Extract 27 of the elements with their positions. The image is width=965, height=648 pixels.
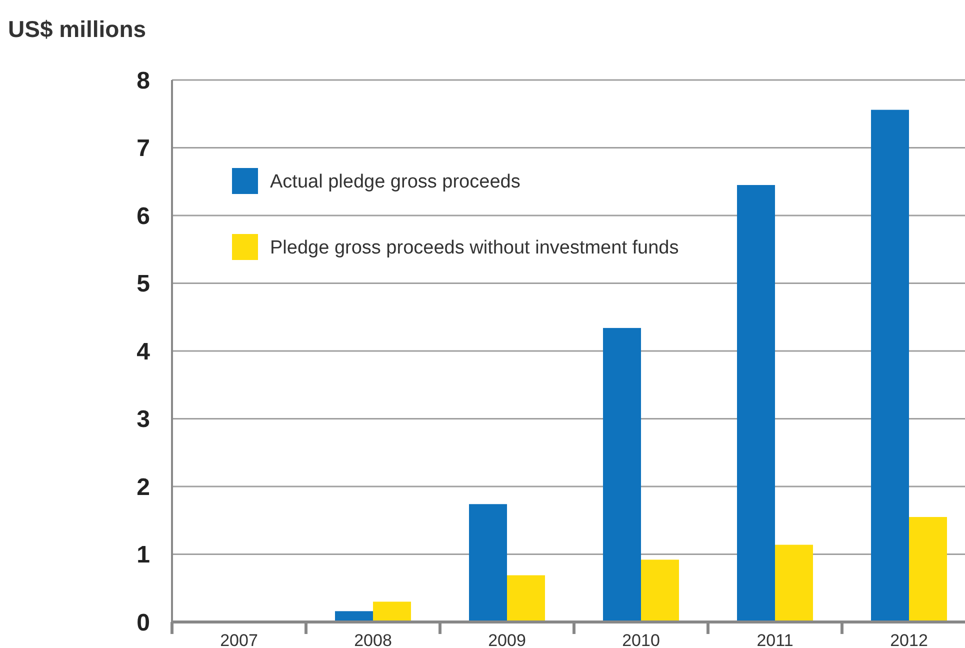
y-tick-label: 3	[136, 406, 150, 434]
bar	[507, 575, 545, 622]
y-tick-label: 0	[136, 609, 150, 636]
y-tick-label: 6	[136, 202, 150, 230]
bar	[775, 544, 813, 622]
y-tick-label: 8	[136, 67, 150, 94]
bar	[909, 516, 947, 622]
bar	[469, 504, 507, 622]
x-tick-label: 2012	[890, 631, 928, 648]
bar	[603, 328, 641, 622]
y-tick-label: 2	[136, 474, 150, 501]
bar	[641, 560, 679, 622]
x-tick-label: 2007	[220, 631, 258, 648]
legend-label: Actual pledge gross proceeds	[270, 172, 520, 193]
x-tick-label: 2009	[488, 631, 526, 648]
y-tick-label: 5	[136, 270, 150, 298]
legend-label: Pledge gross proceeds without investment funds	[270, 238, 679, 259]
x-tick-label: 2010	[622, 631, 660, 648]
y-tick-label: 4	[136, 338, 151, 366]
x-tick-label: 2008	[354, 631, 392, 648]
bar	[373, 602, 411, 622]
x-tick-label: 2011	[756, 631, 794, 648]
y-axis-title: US$ millions	[8, 16, 146, 42]
y-tick-label: 7	[136, 135, 150, 162]
bar	[871, 110, 909, 622]
bar	[737, 185, 775, 622]
y-tick-label: 1	[136, 542, 150, 569]
